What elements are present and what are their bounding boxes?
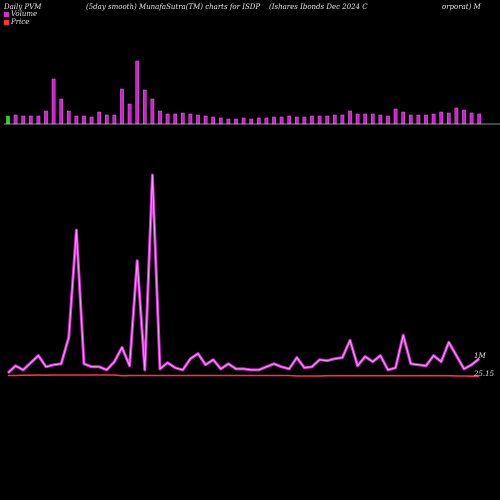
- volume-bar: [66, 110, 71, 125]
- volume-bar: [173, 113, 178, 125]
- volume-bar: [74, 115, 79, 125]
- volume-bar: [82, 115, 86, 125]
- legend-volume-swatch: [4, 12, 9, 17]
- volume-bar: [287, 115, 292, 125]
- volume-bar: [272, 116, 276, 125]
- volume-line-group: [6, 173, 481, 374]
- volume-bar: [150, 98, 155, 125]
- volume-bar: [180, 112, 185, 125]
- legend-volume-label: Volume: [11, 10, 38, 18]
- volume-bar: [408, 114, 413, 125]
- price-axis-label: 25.15: [473, 370, 495, 378]
- volume-bar: [462, 109, 466, 125]
- chart-title-part-3: (Ishares Ibonds Dec 2024 C: [269, 3, 368, 11]
- volume-bar: [13, 114, 18, 125]
- legend-volume: Volume: [4, 10, 37, 18]
- volume-bar: [44, 110, 48, 125]
- volume-bar: [203, 115, 208, 125]
- volume-bar: [188, 113, 193, 125]
- volume-bar: [279, 116, 284, 125]
- volume-bar: [325, 115, 330, 125]
- volume-bar: [302, 116, 307, 125]
- volume-axis-label: 1M: [474, 352, 486, 360]
- volume-bar: [226, 118, 231, 125]
- volume-bar: [256, 117, 261, 125]
- volume-bar: [378, 114, 383, 125]
- volume-bar: [477, 113, 482, 125]
- volume-bar: [196, 114, 200, 125]
- volume-bar: [112, 114, 117, 125]
- volume-bar: [28, 115, 33, 125]
- volume-bar: [120, 88, 124, 125]
- volume-bar: [416, 114, 421, 125]
- volume-bar: [401, 111, 406, 125]
- volume-bar: [340, 114, 345, 125]
- price-line: [8, 374, 480, 378]
- volume-bar: [218, 117, 223, 125]
- chart-title-part-4: orporat) M: [442, 3, 481, 11]
- volume-bar: [36, 115, 41, 125]
- volume-bar: [264, 117, 269, 125]
- volume-bar: [165, 113, 170, 125]
- volume-bar: [446, 112, 451, 125]
- volume-bar: [469, 112, 474, 125]
- volume-line: [7, 174, 480, 374]
- chart-title-part-2: (5day smooth) MunafaSutra(TM) charts for…: [86, 3, 261, 11]
- volume-bar: [363, 113, 368, 125]
- volume-bar: [97, 111, 102, 125]
- volume-bar: [127, 103, 132, 125]
- volume-bar: [439, 111, 444, 125]
- volume-bar: [51, 78, 56, 125]
- volume-bar: [348, 110, 352, 125]
- legend-price: Price: [4, 18, 29, 26]
- volume-bar: [241, 117, 246, 125]
- volume-bar: [431, 113, 436, 125]
- volume-bar: [135, 60, 140, 125]
- volume-bar: [142, 89, 147, 125]
- chart-title-part-1: Daily PVM: [4, 3, 42, 11]
- volume-bar: [393, 108, 398, 125]
- volume-bar: [332, 114, 337, 125]
- volume-bar: [310, 115, 314, 125]
- volume-bar: [355, 113, 360, 125]
- volume-bar: [59, 98, 64, 125]
- volume-bar: [89, 116, 94, 125]
- price-line-group: [8, 374, 480, 378]
- volume-bar: [211, 116, 216, 125]
- volume-bar: [370, 113, 375, 125]
- volume-bar: [294, 116, 299, 125]
- legend-price-swatch: [4, 20, 9, 25]
- legend-price-label: Price: [11, 18, 30, 26]
- volume-bar: [6, 115, 10, 125]
- volume-bar: [424, 114, 428, 125]
- volume-bar: [234, 118, 238, 125]
- volume-bar: [158, 110, 162, 125]
- volume-bar: [249, 118, 254, 125]
- volume-bars: [6, 60, 482, 125]
- volume-bar: [454, 107, 459, 125]
- volume-bar: [104, 114, 109, 125]
- volume-bar: [317, 115, 322, 125]
- volume-bar: [21, 115, 26, 125]
- volume-bar: [386, 115, 390, 125]
